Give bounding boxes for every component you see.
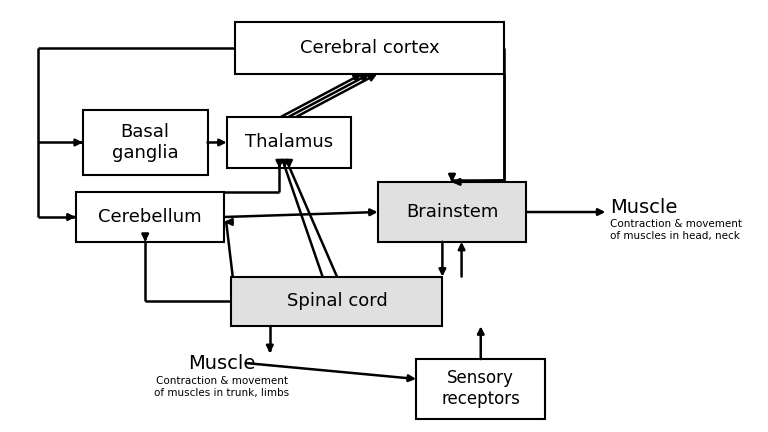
Text: Contraction & movement: Contraction & movement [156, 376, 288, 386]
Text: Muscle: Muscle [188, 353, 256, 372]
Text: Cerebellum: Cerebellum [98, 208, 202, 226]
Text: Basal
ganglia: Basal ganglia [112, 123, 178, 162]
FancyBboxPatch shape [227, 117, 351, 168]
Text: of muscles in head, neck: of muscles in head, neck [611, 231, 740, 241]
FancyBboxPatch shape [235, 22, 504, 74]
Text: Sensory
receptors: Sensory receptors [442, 369, 520, 408]
Text: Brainstem: Brainstem [406, 203, 498, 221]
FancyBboxPatch shape [76, 192, 224, 242]
FancyBboxPatch shape [231, 276, 442, 326]
Text: of muscles in trunk, limbs: of muscles in trunk, limbs [154, 388, 290, 398]
Text: Cerebral cortex: Cerebral cortex [300, 39, 439, 57]
Text: Thalamus: Thalamus [245, 133, 333, 152]
FancyBboxPatch shape [83, 110, 207, 175]
Text: Contraction & movement: Contraction & movement [611, 219, 742, 229]
Text: Muscle: Muscle [611, 197, 677, 216]
FancyBboxPatch shape [416, 359, 545, 419]
Text: Spinal cord: Spinal cord [286, 292, 387, 311]
FancyBboxPatch shape [378, 182, 526, 242]
